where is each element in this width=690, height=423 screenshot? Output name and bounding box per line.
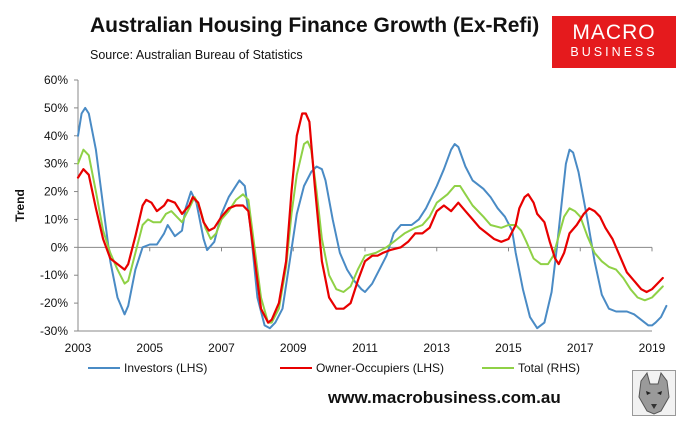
chart-title: Australian Housing Finance Growth (Ex-Re… xyxy=(90,14,540,37)
series-line-total xyxy=(77,140,664,324)
x-tick-label: 2005 xyxy=(136,341,163,355)
y-tick-label: -30% xyxy=(40,324,68,338)
logo-line2: BUSINESS xyxy=(570,45,658,59)
y-tick-label: 60% xyxy=(44,73,68,87)
y-tick-label: 50% xyxy=(44,101,68,115)
macrobusiness-logo: MACRO BUSINESS xyxy=(552,16,676,68)
x-tick-label: 2015 xyxy=(495,341,522,355)
y-tick-label: 0% xyxy=(51,240,69,254)
website-url[interactable]: www.macrobusiness.com.au xyxy=(328,388,561,407)
y-axis-label: Trend xyxy=(13,189,27,222)
series-line-investors xyxy=(77,106,668,330)
y-tick-label: 30% xyxy=(44,157,68,171)
chart-source: Source: Australian Bureau of Statistics xyxy=(90,48,303,62)
x-tick-label: 2017 xyxy=(567,341,594,355)
y-tick-label: -10% xyxy=(40,268,68,282)
x-tick-label: 2003 xyxy=(65,341,92,355)
y-tick-label: -20% xyxy=(40,296,68,310)
legend-label-total: Total (RHS) xyxy=(518,361,580,375)
legend-label-owner: Owner-Occupiers (LHS) xyxy=(316,361,444,375)
x-tick-label: 2011 xyxy=(352,341,378,355)
x-tick-label: 2013 xyxy=(423,341,450,355)
x-tick-label: 2009 xyxy=(280,341,307,355)
x-tick-label: 2007 xyxy=(208,341,235,355)
y-tick-label: 20% xyxy=(44,185,68,199)
series-line-owner xyxy=(76,112,664,324)
y-tick-label: 10% xyxy=(44,212,68,226)
wolf-icon xyxy=(632,370,676,416)
legend-label-investors: Investors (LHS) xyxy=(124,361,207,375)
logo-line1: MACRO xyxy=(572,21,656,44)
y-tick-label: 40% xyxy=(44,129,68,143)
x-tick-label: 2019 xyxy=(639,341,666,355)
